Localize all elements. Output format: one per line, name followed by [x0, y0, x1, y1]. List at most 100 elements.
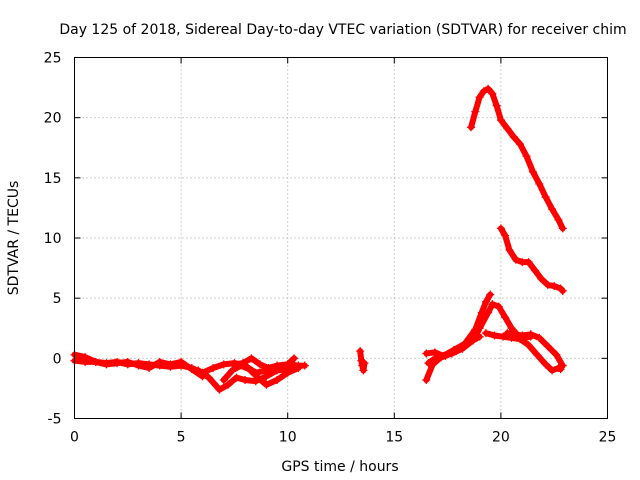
- series-band: [497, 225, 566, 294]
- data-point: [524, 341, 533, 350]
- data-point: [492, 101, 501, 110]
- data-point: [441, 351, 450, 360]
- data-point: [552, 350, 561, 359]
- data-point: [490, 331, 499, 340]
- data-point: [486, 290, 495, 299]
- data-point: [232, 373, 241, 382]
- series-band: [468, 85, 566, 232]
- data-point: [558, 286, 567, 295]
- y-tick-label: 5: [53, 291, 62, 307]
- series-spike-13h: [356, 347, 369, 375]
- data-point: [194, 366, 203, 375]
- series-dip-c: [230, 354, 299, 372]
- data-point: [543, 280, 552, 289]
- data-point: [467, 123, 476, 132]
- data-point: [262, 380, 271, 389]
- data-point: [511, 255, 520, 264]
- data-point: [533, 350, 542, 359]
- x-tick-label: 10: [279, 430, 297, 446]
- x-tick-label: 20: [492, 430, 510, 446]
- data-point: [215, 385, 224, 394]
- y-tick-label: 10: [44, 231, 62, 247]
- data-point: [469, 336, 478, 345]
- series-baseline-b: [70, 350, 207, 381]
- data-point: [177, 357, 186, 366]
- data-point: [264, 363, 273, 372]
- data-point: [528, 167, 537, 176]
- x-tick-label: 0: [70, 430, 79, 446]
- data-point: [488, 300, 497, 309]
- data-point: [294, 363, 303, 372]
- data-point: [488, 89, 497, 98]
- y-tick-label: 20: [44, 111, 62, 127]
- series-evening-b: [503, 329, 567, 370]
- data-point: [255, 360, 264, 369]
- data-point: [273, 375, 282, 384]
- data-point: [460, 341, 469, 350]
- data-point: [422, 349, 431, 358]
- data-point: [479, 87, 488, 96]
- series-rise-c: [424, 332, 484, 368]
- data-point: [535, 333, 544, 342]
- data-point: [526, 330, 535, 339]
- data-point: [496, 116, 505, 125]
- data-point: [499, 332, 508, 341]
- data-point: [123, 357, 132, 366]
- data-point: [241, 375, 250, 384]
- data-point: [102, 360, 111, 369]
- data-point: [541, 193, 550, 202]
- data-point: [290, 354, 299, 363]
- data-point: [224, 380, 233, 389]
- data-point: [509, 330, 518, 339]
- y-axis-label: SDTVAR / TECUs: [6, 181, 22, 296]
- data-point: [505, 246, 514, 255]
- series-dip-b: [219, 361, 303, 389]
- data-point: [509, 132, 518, 141]
- data-point: [550, 282, 559, 291]
- data-point: [422, 375, 431, 384]
- data-point: [238, 359, 247, 368]
- x-tick-label: 25: [599, 430, 617, 446]
- data-point: [494, 302, 503, 311]
- data-point: [516, 140, 525, 149]
- data-point: [187, 365, 196, 374]
- data-point: [501, 313, 510, 322]
- data-point: [543, 342, 552, 351]
- series-evening-a: [481, 329, 565, 375]
- data-point: [481, 329, 490, 338]
- x-tick-label: 15: [385, 430, 403, 446]
- y-tick-label: 0: [53, 351, 62, 367]
- data-point: [228, 366, 237, 375]
- data-point: [145, 363, 154, 372]
- data-point: [535, 179, 544, 188]
- data-point: [554, 215, 563, 224]
- y-tick-label: 25: [44, 51, 62, 67]
- data-point: [113, 359, 122, 368]
- data-point: [481, 297, 490, 306]
- data-point: [356, 347, 365, 356]
- data-point: [475, 332, 484, 341]
- data-point: [503, 329, 512, 338]
- series-peak-arc: [467, 84, 567, 233]
- data-point: [273, 361, 282, 370]
- data-point: [522, 152, 531, 161]
- data-point: [219, 360, 228, 369]
- data-point: [432, 353, 441, 362]
- data-point: [360, 359, 369, 368]
- data-point: [471, 107, 480, 116]
- data-point: [81, 353, 90, 362]
- data-point: [230, 360, 239, 369]
- data-point: [424, 359, 433, 368]
- data-point: [91, 357, 100, 366]
- data-point: [219, 375, 228, 384]
- data-point: [300, 361, 309, 370]
- data-point: [134, 361, 143, 370]
- data-point: [247, 354, 256, 363]
- data-point: [477, 308, 486, 317]
- data-point: [518, 331, 527, 340]
- data-point: [503, 124, 512, 133]
- data-point: [359, 366, 368, 375]
- data-point: [548, 366, 557, 375]
- data-point: [484, 84, 493, 93]
